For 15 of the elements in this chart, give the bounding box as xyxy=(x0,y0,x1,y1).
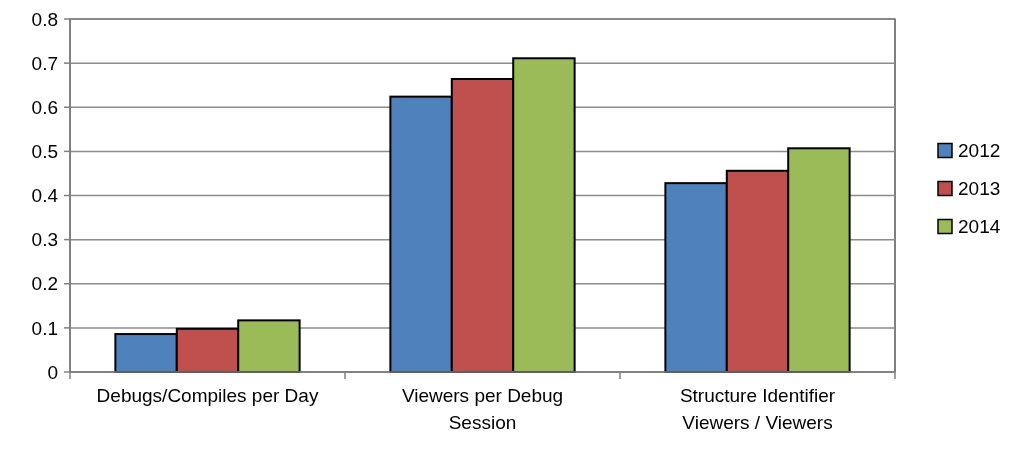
y-tick-label: 0.6 xyxy=(31,96,58,118)
legend-label: 2013 xyxy=(958,178,1001,200)
y-tick-label: 0.2 xyxy=(31,273,58,295)
x-tick-label: Viewers per Debug Session xyxy=(401,385,564,433)
y-tick-label: 0.8 xyxy=(31,8,58,30)
y-tick-label: 0.3 xyxy=(31,229,58,251)
y-tick-label: 0.1 xyxy=(31,317,58,339)
legend-label: 2012 xyxy=(958,140,1001,162)
y-tick-label: 0.7 xyxy=(31,52,58,74)
y-tick-label: 0.5 xyxy=(31,141,58,163)
x-tick-label: Structure Identifier Viewers / Viewers xyxy=(679,385,836,433)
legend-label: 2014 xyxy=(958,216,1001,238)
x-tick-label: Debugs/Compiles per Day xyxy=(96,385,319,406)
y-tick-label: 0 xyxy=(47,361,58,383)
y-tick-label: 0.4 xyxy=(31,185,59,207)
